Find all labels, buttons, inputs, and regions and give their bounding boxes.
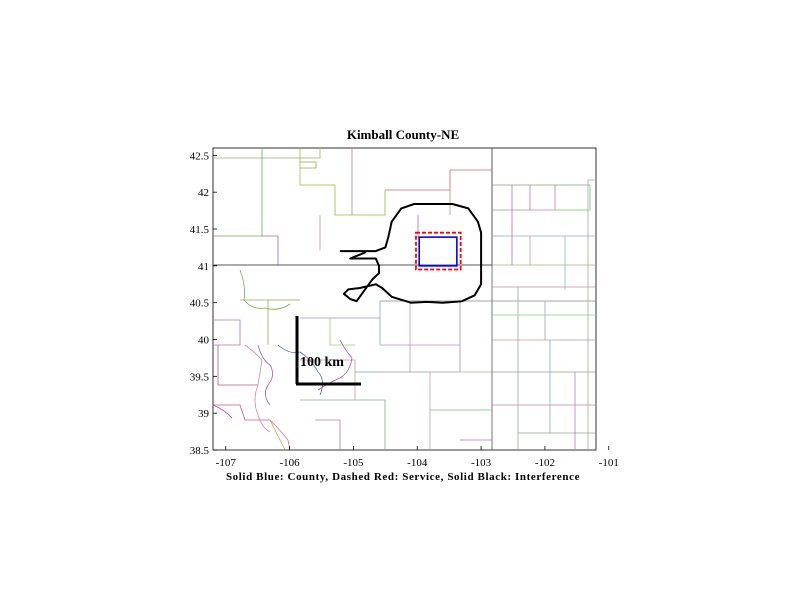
plot-frame bbox=[212, 147, 597, 451]
y-tick-label: 40.5 bbox=[190, 298, 210, 310]
x-tick-label: -107 bbox=[216, 457, 237, 469]
x-tick-label: -102 bbox=[535, 457, 555, 469]
y-tick-label: 38.5 bbox=[190, 445, 210, 457]
interference-contour bbox=[339, 203, 483, 304]
state-county-boundaries bbox=[212, 148, 596, 451]
y-tick-label: 40 bbox=[198, 335, 210, 347]
y-tick-label: 42 bbox=[198, 187, 209, 199]
x-tick-label: -103 bbox=[471, 457, 492, 469]
y-tick-label: 39.5 bbox=[190, 371, 210, 383]
y-tick-label: 39 bbox=[198, 408, 210, 420]
x-tick-label: -104 bbox=[407, 457, 428, 469]
scale-bar-label: 100 km bbox=[300, 355, 344, 370]
y-tick-label: 42.5 bbox=[190, 150, 210, 162]
x-tick-label: -106 bbox=[280, 457, 301, 469]
plot-area: 100 km bbox=[212, 147, 597, 451]
y-tick-label: 41.5 bbox=[190, 224, 210, 236]
scale-bar: 100 km bbox=[295, 316, 361, 386]
service-boundary bbox=[415, 231, 462, 271]
county-boundary bbox=[418, 236, 458, 267]
y-tick-label: 41 bbox=[198, 261, 209, 273]
y-axis-ticks: 38.5 39 39.5 40 40.5 41 41.5 42 42.5 bbox=[190, 150, 217, 457]
x-tick-label: -105 bbox=[343, 457, 364, 469]
x-axis-label: Solid Blue: County, Dashed Red: Service,… bbox=[226, 471, 580, 483]
x-axis-ticks: -107 -106 -105 -104 -103 -102 -101 bbox=[216, 446, 619, 469]
x-tick-label: -101 bbox=[599, 457, 619, 469]
map-title: Kimball County-NE bbox=[347, 127, 459, 142]
